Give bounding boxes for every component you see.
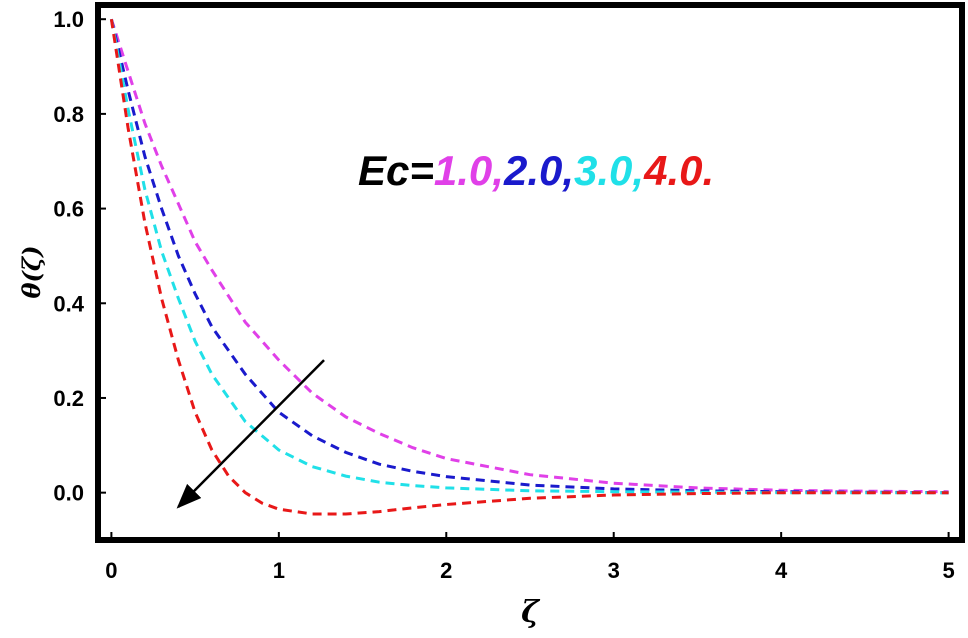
y-tick-label: 0.6 bbox=[53, 197, 84, 222]
arrow-layer bbox=[176, 359, 325, 509]
series-line-1 bbox=[109, 18, 949, 494]
y-tick-label: 0.8 bbox=[53, 102, 84, 127]
x-tick-label: 3 bbox=[608, 558, 620, 583]
series-line-2 bbox=[109, 18, 949, 495]
x-tick-label: 2 bbox=[440, 558, 452, 583]
annotation-value-2: 2.0, bbox=[503, 147, 574, 194]
y-axis-label: θ(ζ) bbox=[17, 246, 46, 299]
annotation-value-4: 4.0. bbox=[643, 147, 714, 194]
plot-frame bbox=[95, 2, 965, 543]
annotation-value-3: 3.0, bbox=[574, 147, 644, 194]
annotation-value-1: 1.0, bbox=[434, 147, 504, 194]
trend-arrow bbox=[176, 359, 325, 509]
x-axis-label: ζ bbox=[521, 595, 541, 630]
y-tick-label: 1.0 bbox=[53, 7, 84, 32]
parameter-annotation: Ec=1.0,2.0,3.0,4.0. bbox=[358, 147, 714, 194]
series-layer bbox=[109, 18, 949, 516]
tick-layer: 0 1 2 3 4 5 0.0 0.2 0.4 0.6 0.8 1.0 bbox=[53, 7, 954, 583]
x-tick-label: 0 bbox=[105, 558, 117, 583]
x-tick-label: 1 bbox=[273, 558, 285, 583]
x-tick-label: 5 bbox=[942, 558, 954, 583]
y-tick-label: 0.0 bbox=[53, 481, 84, 506]
y-tick-label: 0.2 bbox=[53, 386, 84, 411]
series-line-3 bbox=[109, 18, 949, 495]
annotation-prefix: Ec= bbox=[358, 147, 434, 194]
series-line-4 bbox=[109, 18, 949, 516]
x-tick-label: 4 bbox=[775, 558, 788, 583]
y-tick-label: 0.4 bbox=[53, 291, 84, 316]
